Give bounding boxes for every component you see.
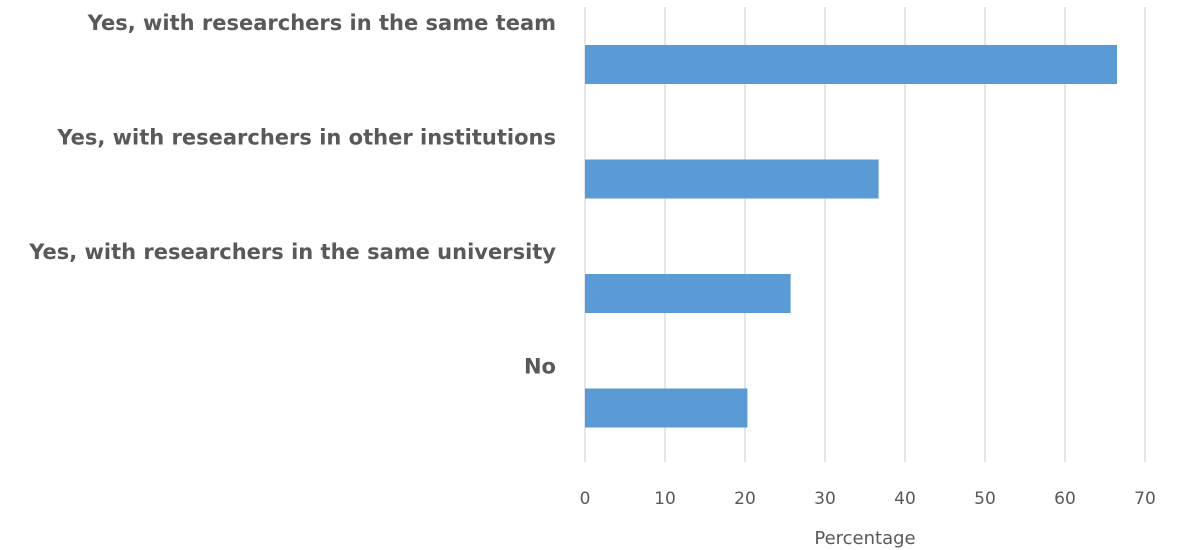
x-axis-title: Percentage	[814, 528, 915, 549]
x-tick-label: 20	[734, 489, 756, 509]
bars	[585, 45, 1117, 428]
x-tick-label: 50	[974, 489, 996, 509]
x-tick-label: 40	[894, 489, 916, 509]
category-label: Yes, with researchers in the same team	[87, 11, 556, 35]
x-tick-label: 60	[1054, 489, 1076, 509]
x-tick-label: 70	[1134, 489, 1156, 509]
category-labels: Yes, with researchers in the same team Ye…	[28, 11, 556, 379]
bar	[585, 159, 879, 199]
category-label: Yes, with researchers in other instituti…	[56, 126, 556, 150]
bar	[585, 45, 1117, 84]
category-label: No	[524, 355, 556, 379]
x-tick-label: 0	[580, 489, 591, 509]
category-label: Yes, with researchers in the same univer…	[28, 240, 556, 264]
x-tick-label: 30	[814, 489, 836, 509]
bar	[585, 388, 748, 428]
bar	[585, 274, 791, 313]
x-tick-labels: 0 10 20 30 40 50 60 70	[580, 489, 1156, 509]
x-tick-label: 10	[654, 489, 676, 509]
